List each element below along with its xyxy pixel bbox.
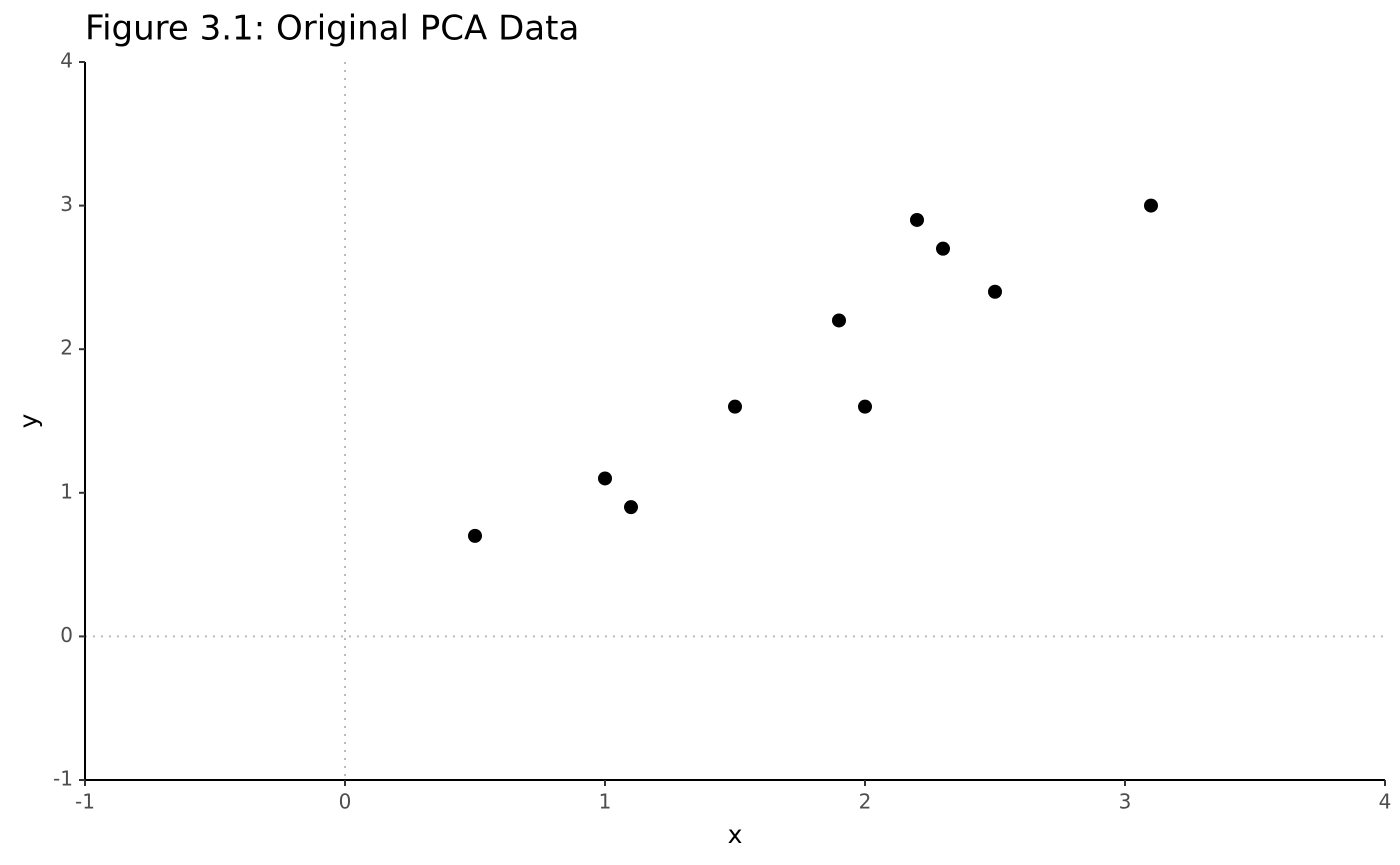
y-tick-label: 2 <box>60 336 73 360</box>
x-axis-label: x <box>728 820 743 849</box>
y-tick-label: 4 <box>60 49 73 73</box>
x-tick-label: 0 <box>339 790 352 814</box>
point <box>988 284 1002 299</box>
y-tick-label: 1 <box>60 479 73 503</box>
point <box>468 528 482 543</box>
y-tick-label: -1 <box>53 767 73 791</box>
y-tick-label: 0 <box>60 623 73 647</box>
point <box>728 399 742 414</box>
point <box>1144 198 1158 213</box>
x-tick-label: 2 <box>859 790 872 814</box>
point <box>858 399 872 414</box>
x-tick-label: 4 <box>1379 790 1392 814</box>
chart-title: Figure 3.1: Original PCA Data <box>85 9 579 49</box>
x-tick-label: 1 <box>599 790 612 814</box>
point <box>910 212 924 227</box>
x-tick-label: -1 <box>75 790 95 814</box>
point <box>936 241 950 256</box>
x-tick-label: 3 <box>1119 790 1132 814</box>
point <box>832 313 846 328</box>
point <box>624 500 638 515</box>
y-axis-label: y <box>14 413 43 428</box>
point <box>598 471 612 486</box>
y-tick-label: 3 <box>60 192 73 216</box>
